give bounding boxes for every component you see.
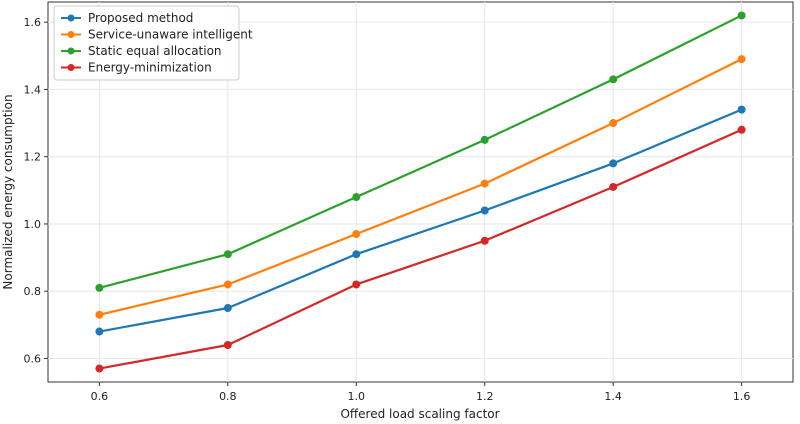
data-point <box>352 230 361 239</box>
legend-marker <box>67 47 75 55</box>
series-layer <box>95 11 746 373</box>
x-tick-label: 0.8 <box>219 390 237 403</box>
legend-marker <box>67 64 75 71</box>
series-line <box>99 128 743 370</box>
y-tick-label: 0.6 <box>24 352 42 365</box>
legend-marker <box>67 31 75 38</box>
legend-item: Service-unaware intelligent <box>61 28 253 42</box>
y-tick-label: 1.2 <box>24 151 42 164</box>
series-static-equal-allocation <box>95 11 746 292</box>
data-point <box>223 304 232 313</box>
axis-ticks: 0.6 0.8 1.0 1.2 1.4 1.6 0.6 0.8 1.0 1.2 1.4 1.6 <box>24 16 751 403</box>
legend: Proposed method Service-unaware intellige… <box>53 5 253 81</box>
x-tick-label: 1.0 <box>348 390 366 403</box>
legend-label: Proposed method <box>88 11 193 25</box>
series-proposed-method <box>95 105 746 336</box>
data-point <box>737 55 746 64</box>
legend-label: Energy-minimization <box>88 61 212 75</box>
y-tick-label: 0.8 <box>24 285 42 298</box>
data-point <box>223 280 232 289</box>
data-point <box>737 11 746 20</box>
x-axis-label: Offered load scaling factor <box>340 407 499 421</box>
legend-item: Static equal allocation <box>61 44 222 58</box>
data-point <box>609 119 618 128</box>
data-point <box>352 280 361 289</box>
data-point <box>95 327 104 336</box>
legend-box <box>53 5 240 81</box>
x-tick-label: 1.4 <box>604 390 622 403</box>
y-tick-label: 1.6 <box>24 16 42 29</box>
legend-label: Static equal allocation <box>88 44 222 58</box>
y-axis-label: Normalized energy consumption <box>1 94 15 289</box>
data-point <box>737 125 746 134</box>
data-point <box>480 206 489 215</box>
series-line <box>99 14 743 289</box>
data-point <box>480 179 489 188</box>
data-point <box>95 283 104 292</box>
legend-item: Energy-minimization <box>61 61 212 75</box>
series-service-unaware-intelligent <box>95 55 746 319</box>
data-point <box>95 364 104 373</box>
data-point <box>737 105 746 114</box>
series-energy-minimization <box>95 125 746 373</box>
legend-item: Proposed method <box>61 11 193 25</box>
y-tick-label: 1.0 <box>24 218 42 231</box>
data-point <box>223 250 232 259</box>
x-tick-label: 1.6 <box>733 390 751 403</box>
data-point <box>609 182 618 191</box>
data-point <box>609 159 618 168</box>
y-tick-label: 1.4 <box>24 83 42 96</box>
data-point <box>352 193 361 202</box>
data-point <box>480 135 489 144</box>
data-point <box>223 341 232 350</box>
data-point <box>352 250 361 259</box>
legend-label: Service-unaware intelligent <box>88 28 253 42</box>
x-tick-label: 0.6 <box>91 390 109 403</box>
x-tick-label: 1.2 <box>476 390 494 403</box>
data-point <box>609 75 618 84</box>
legend-marker <box>67 14 75 22</box>
series-line <box>99 58 743 316</box>
data-point <box>95 310 104 319</box>
series-line <box>99 108 743 333</box>
data-point <box>480 236 489 245</box>
